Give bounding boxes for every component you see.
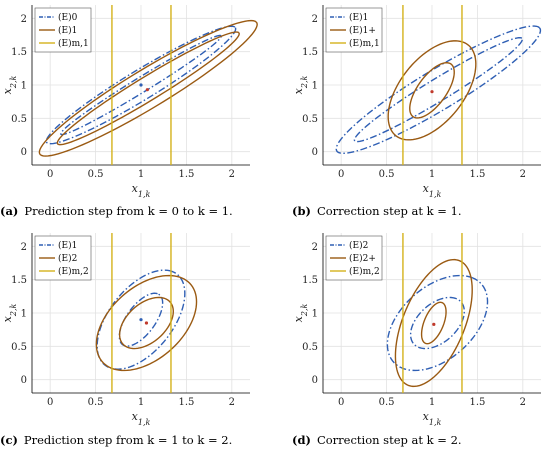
y-tick-label: 2: [312, 242, 318, 253]
legend-label: (E)1: [349, 12, 368, 23]
legend-label: (E)0: [58, 12, 78, 23]
panel-b: 0 0.5 1 1.5 2 0 0.5 1 1.5 2 x1,k x2,k (E)1 (E)1+ (E)m,…: [292, 5, 542, 199]
y-tick-label: 0: [312, 375, 318, 386]
caption-c: (c) Prediction step from k = 1 to k = 2.: [0, 433, 233, 447]
x-tick-label: 0.5: [379, 169, 395, 180]
x-tick-label: 0.5: [88, 169, 104, 180]
x-tick-label: 0.5: [88, 397, 104, 408]
y-axis-label: x2,k: [292, 304, 309, 323]
ellipse-series-1: [38, 19, 258, 157]
x-tick-label: 1.5: [178, 169, 194, 180]
ellipse-series-1: [56, 31, 240, 146]
panel-c: 0 0.5 1 1.5 2 0 0.5 1 1.5 2 x1,k x2,k (E)1 (E)2 (E)m,2: [1, 233, 250, 427]
x-tick-label: 1: [429, 397, 435, 408]
y-tick-label: 0.5: [302, 342, 318, 353]
estimate-point: [139, 83, 143, 87]
x-tick-label: 0: [47, 169, 53, 180]
x-tick-label: 1.5: [469, 169, 485, 180]
caption-b: (b) Correction step at k = 1.: [292, 204, 462, 218]
ellipse-series-0: [409, 296, 465, 350]
estimate-point: [145, 88, 149, 92]
estimate-point: [432, 322, 436, 326]
x-tick-label: 2: [520, 397, 526, 408]
estimate-point: [144, 321, 149, 325]
y-axis-label: x2,k: [292, 76, 309, 95]
x-tick-label: 1: [429, 169, 435, 180]
ellipse-series-0: [353, 36, 523, 143]
x-tick-label: 1.5: [178, 397, 194, 408]
x-tick-label: 0: [47, 397, 53, 408]
ellipse-series-1: [394, 258, 473, 388]
y-tick-label: 0: [312, 147, 318, 158]
legend-label: (E)m,2: [58, 266, 89, 277]
ellipse-series-1: [95, 274, 198, 372]
ellipse-series-1: [420, 301, 447, 345]
legend-label: (E)2+: [349, 253, 376, 264]
ellipse-series-0: [335, 25, 542, 155]
y-tick-label: 1: [312, 309, 318, 320]
x-tick-label: 2: [520, 169, 526, 180]
y-tick-label: 2: [21, 14, 27, 25]
x-axis-label: x1,k: [132, 410, 151, 427]
y-tick-label: 0.5: [302, 114, 318, 125]
y-tick-label: 1.5: [11, 275, 27, 286]
legend-label: (E)m,1: [58, 38, 89, 49]
y-tick-label: 1: [312, 81, 318, 92]
panel-a: 0 0.5 1 1.5 2 0 0.5 1 1.5 2 x1,k x2,k (E)0 (E)1 (E)m,1: [1, 5, 258, 199]
x-tick-label: 2: [229, 169, 235, 180]
ellipse-series-1: [387, 40, 477, 141]
y-tick-label: 0.5: [11, 342, 27, 353]
x-axis-label: x1,k: [423, 410, 442, 427]
y-axis-label: x2,k: [1, 76, 18, 95]
caption-a: (a) Prediction step from k = 0 to k = 1.: [0, 204, 233, 218]
y-tick-label: 0.5: [11, 114, 27, 125]
y-tick-label: 1.5: [11, 47, 27, 58]
estimate-point: [430, 90, 434, 94]
y-axis-label: x2,k: [1, 304, 18, 323]
legend-label: (E)1+: [349, 25, 376, 36]
x-tick-label: 0: [338, 169, 344, 180]
caption-d: (d) Correction step at k = 2.: [292, 433, 462, 447]
y-tick-label: 0: [21, 375, 27, 386]
y-tick-label: 2: [312, 14, 318, 25]
y-tick-label: 1.5: [302, 47, 318, 58]
x-tick-label: 0.5: [379, 397, 395, 408]
x-tick-label: 1.5: [469, 397, 485, 408]
x-tick-label: 2: [229, 397, 235, 408]
ellipse-series-1: [409, 62, 455, 119]
x-tick-label: 1: [138, 169, 144, 180]
legend-box: [325, 7, 383, 53]
x-tick-label: 1: [138, 397, 144, 408]
x-axis-label: x1,k: [423, 182, 442, 199]
legend-label: (E)1: [58, 25, 77, 36]
legend-label: (E)m,2: [349, 266, 380, 277]
y-tick-label: 0: [21, 147, 27, 158]
ellipse-series-1: [118, 296, 174, 350]
ellipse-series-0: [386, 274, 489, 372]
y-tick-label: 1: [21, 81, 27, 92]
y-tick-label: 2: [21, 242, 27, 253]
estimate-point: [139, 318, 143, 322]
ellipse-series-0: [45, 25, 237, 145]
x-axis-label: x1,k: [132, 182, 151, 199]
x-tick-label: 0: [338, 397, 344, 408]
legend-label: (E)2: [349, 240, 368, 251]
ellipse-series-0: [96, 269, 186, 370]
y-tick-label: 1: [21, 309, 27, 320]
legend-label: (E)1: [58, 240, 77, 251]
ellipse-series-0: [60, 34, 222, 136]
legend-label: (E)m,1: [349, 38, 380, 49]
panel-d: 0 0.5 1 1.5 2 0 0.5 1 1.5 2 x1,k x2,k (E)2 (E)2+ (E)m,…: [292, 233, 541, 427]
legend-label: (E)2: [58, 253, 77, 264]
y-tick-label: 1.5: [302, 275, 318, 286]
